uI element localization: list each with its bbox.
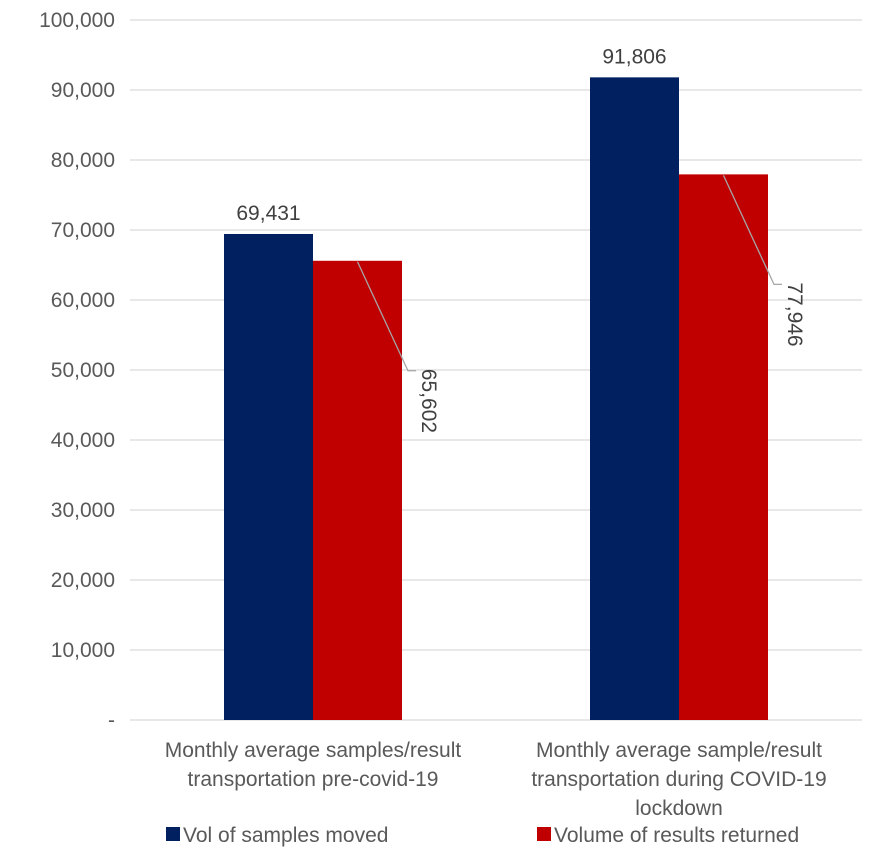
- data-label: 77,946: [783, 282, 806, 346]
- legend-label: Volume of results returned: [554, 824, 799, 847]
- x-category-label: transportation during COVID-19: [531, 768, 826, 791]
- leader-line: [356, 261, 416, 372]
- x-category-label: lockdown: [635, 797, 723, 820]
- y-tick-label: -: [108, 709, 115, 732]
- leader-lines: [356, 175, 782, 372]
- y-tick-label: 30,000: [51, 499, 115, 522]
- legend-swatch: [537, 827, 551, 841]
- y-tick-label: 40,000: [51, 429, 115, 452]
- y-tick-label: 100,000: [39, 9, 115, 32]
- y-tick-label: 50,000: [51, 359, 115, 382]
- y-tick-label: 60,000: [51, 289, 115, 312]
- x-axis-category-labels: Monthly average samples/result transporta…: [165, 739, 827, 820]
- x-category-label: Monthly average sample/result: [536, 739, 822, 762]
- data-labels: 69,431 91,806 65,602 77,946: [236, 45, 806, 433]
- bar-results-returned: [313, 260, 402, 720]
- x-category-label: transportation pre-covid-19: [188, 768, 439, 791]
- bar-results-returned: [679, 174, 768, 721]
- y-axis-tick-labels: - 10,000 20,000 30,000 40,000 50,000 60,000 70,…: [39, 9, 115, 732]
- bars: [224, 77, 768, 721]
- y-tick-label: 10,000: [51, 639, 115, 662]
- y-tick-label: 20,000: [51, 569, 115, 592]
- legend: Vol of samples moved Volume of results re…: [166, 824, 799, 847]
- legend-swatch: [166, 827, 180, 841]
- leader-line: [722, 175, 782, 286]
- y-tick-label: 80,000: [51, 149, 115, 172]
- data-label: 65,602: [417, 369, 440, 433]
- x-category-label: Monthly average samples/result: [165, 739, 462, 762]
- data-label: 91,806: [602, 45, 666, 68]
- bar-samples-moved: [590, 77, 679, 720]
- y-tick-label: 90,000: [51, 79, 115, 102]
- data-label: 69,431: [236, 202, 300, 225]
- legend-label: Vol of samples moved: [183, 824, 388, 847]
- bar-samples-moved: [224, 233, 313, 720]
- y-tick-label: 70,000: [51, 219, 115, 242]
